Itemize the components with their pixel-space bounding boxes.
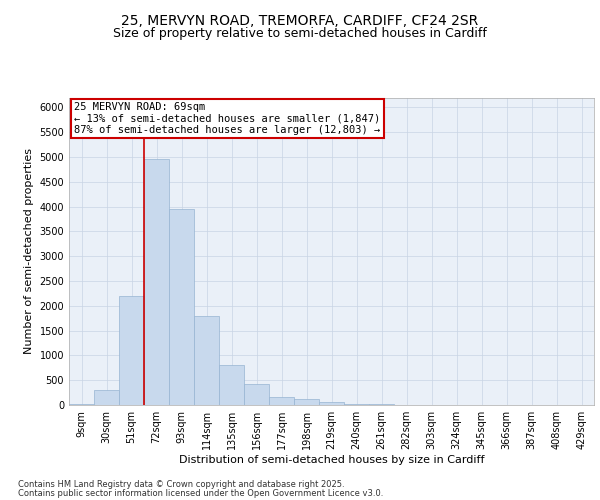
Bar (319, 402, 344, 405)
Bar (344, 404, 369, 405)
Bar (69, 404, 94, 405)
Bar (269, 397, 294, 405)
Bar (119, 296, 144, 405)
Bar (294, 399, 319, 405)
Text: Contains public sector information licensed under the Open Government Licence v3: Contains public sector information licen… (18, 488, 383, 498)
Bar (219, 366, 244, 405)
Bar (194, 316, 219, 405)
Bar (244, 384, 269, 405)
X-axis label: Distribution of semi-detached houses by size in Cardiff: Distribution of semi-detached houses by … (179, 455, 484, 465)
Y-axis label: Number of semi-detached properties: Number of semi-detached properties (24, 148, 34, 354)
Bar (94, 390, 119, 405)
Bar (144, 160, 169, 405)
Text: 25 MERVYN ROAD: 69sqm
← 13% of semi-detached houses are smaller (1,847)
87% of s: 25 MERVYN ROAD: 69sqm ← 13% of semi-deta… (74, 102, 380, 136)
Bar (169, 209, 194, 405)
Bar (369, 404, 394, 405)
Text: Contains HM Land Registry data © Crown copyright and database right 2025.: Contains HM Land Registry data © Crown c… (18, 480, 344, 489)
Text: 25, MERVYN ROAD, TREMORFA, CARDIFF, CF24 2SR: 25, MERVYN ROAD, TREMORFA, CARDIFF, CF24… (121, 14, 479, 28)
Text: Size of property relative to semi-detached houses in Cardiff: Size of property relative to semi-detach… (113, 28, 487, 40)
